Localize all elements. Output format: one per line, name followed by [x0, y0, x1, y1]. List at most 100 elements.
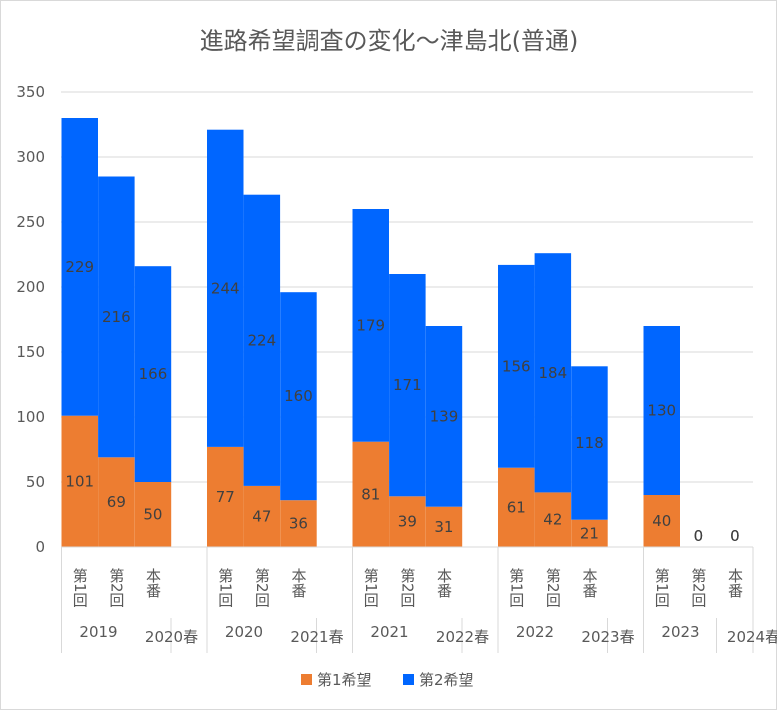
- y-tick-label: 100: [16, 408, 45, 426]
- bar-segment-first-choice: [98, 457, 135, 547]
- group-exam-label: 2020春: [145, 628, 198, 646]
- group-year-label: 2021: [370, 623, 408, 641]
- group-exam-label: 2023春: [581, 628, 634, 646]
- bar-segment-second-choice: [280, 292, 317, 501]
- bar-segment-first-choice: [643, 495, 680, 547]
- legend-swatch: [301, 674, 312, 685]
- bar-segment-first-choice: [425, 506, 463, 547]
- data-label-second-choice: 160: [284, 387, 313, 405]
- data-label-first-choice: 81: [361, 485, 380, 503]
- bar-segment-second-choice: [243, 194, 281, 486]
- data-label-first-choice: 0: [694, 527, 704, 545]
- data-label-second-choice: 229: [65, 258, 94, 276]
- data-label-second-choice: 166: [139, 365, 168, 383]
- data-labels: 101 229 69 216 50 166 77 244 47 224 36 160 81 179 39 17…: [65, 258, 739, 545]
- bar-segment-second-choice: [498, 264, 535, 468]
- x-category-label: 第2回: [544, 567, 562, 608]
- x-category-label: 第1回: [71, 567, 89, 608]
- group-year-label: 2023: [661, 623, 699, 641]
- data-label-first-choice: 77: [216, 488, 235, 506]
- legend-swatch: [403, 674, 414, 685]
- data-label-first-choice: 0: [730, 527, 740, 545]
- bar-segment-first-choice: [534, 492, 572, 547]
- x-category-label: 第1回: [362, 567, 380, 608]
- data-label-first-choice: 101: [65, 472, 94, 490]
- bar-segment-second-choice: [571, 366, 608, 520]
- x-category-label: 第2回: [253, 567, 271, 608]
- group-exam-label: 2021春: [290, 628, 343, 646]
- data-label-first-choice: 21: [580, 524, 599, 542]
- bar-segment-first-choice: [243, 485, 281, 547]
- y-tick-label: 250: [16, 213, 45, 231]
- x-category-label: 第2回: [689, 567, 707, 608]
- bar-segment-first-choice: [571, 519, 608, 547]
- chart-title: 進路希望調査の変化～津島北(普通): [200, 27, 579, 55]
- group-year-label: 2022: [516, 623, 554, 641]
- bar-segment-first-choice: [352, 441, 389, 547]
- bar-segment-first-choice: [134, 482, 172, 547]
- x-category-label: 本番: [435, 568, 453, 598]
- x-category-label: 本番: [289, 568, 307, 598]
- group-exam-label: 2024春: [727, 628, 777, 646]
- bar-segment-second-choice: [352, 209, 389, 442]
- bar-segment-first-choice: [61, 415, 98, 547]
- bar-segment-first-choice: [498, 467, 535, 547]
- bar-segment-second-choice: [98, 176, 135, 458]
- data-label-second-choice: 224: [248, 331, 277, 349]
- bar-segment-second-choice: [534, 253, 572, 493]
- group-exam-label: 2022春: [436, 628, 489, 646]
- bar-segment-second-choice: [134, 266, 172, 482]
- y-tick-label: 200: [16, 278, 45, 296]
- x-category-label: 第1回: [216, 567, 234, 608]
- data-label-first-choice: 69: [107, 493, 126, 511]
- data-label-first-choice: 39: [398, 513, 417, 531]
- legend-label: 第2希望: [419, 671, 474, 689]
- bar-segment-second-choice: [425, 326, 463, 507]
- bar-segment-first-choice: [207, 446, 244, 547]
- data-label-first-choice: 36: [289, 515, 308, 533]
- bar-segment-second-choice: [389, 274, 426, 497]
- y-tick-label: 50: [26, 473, 45, 491]
- x-category-label: 本番: [144, 568, 162, 598]
- x-category-label: 第2回: [398, 567, 416, 608]
- x-category-label: 本番: [726, 568, 744, 598]
- data-label-second-choice: 0: [730, 527, 740, 545]
- bar-segment-second-choice: [643, 326, 680, 495]
- group-year-label: 2020: [225, 623, 263, 641]
- data-label-second-choice: 156: [502, 357, 531, 375]
- data-label-second-choice: 139: [430, 407, 459, 425]
- data-label-first-choice: 47: [252, 507, 271, 525]
- y-tick-label: 150: [16, 343, 45, 361]
- data-label-second-choice: 184: [539, 364, 568, 382]
- bars: [61, 118, 680, 547]
- y-tick-label: 0: [35, 538, 45, 556]
- data-label-second-choice: 216: [102, 308, 131, 326]
- data-label-first-choice: 61: [507, 498, 526, 516]
- x-category-label: 第2回: [107, 567, 125, 608]
- y-tick-label: 350: [16, 83, 45, 101]
- legend-label: 第1希望: [317, 671, 372, 689]
- bar-segment-second-choice: [207, 129, 244, 447]
- data-label-first-choice: 50: [143, 506, 162, 524]
- data-label-second-choice: 179: [356, 316, 385, 334]
- data-label-first-choice: 40: [652, 512, 671, 530]
- x-category-label: 第1回: [507, 567, 525, 608]
- x-category-label: 本番: [580, 568, 598, 598]
- data-label-second-choice: 0: [694, 527, 704, 545]
- bar-segment-second-choice: [61, 118, 98, 416]
- x-category-label: 第1回: [653, 567, 671, 608]
- group-year-label: 2019: [79, 623, 117, 641]
- data-label-second-choice: 244: [211, 279, 240, 297]
- data-label-first-choice: 42: [543, 511, 562, 529]
- legend: 第1希望 第2希望: [301, 671, 474, 689]
- data-label-second-choice: 118: [575, 434, 604, 452]
- bar-segment-first-choice: [280, 500, 317, 547]
- data-label-second-choice: 171: [393, 376, 422, 394]
- bar-segment-first-choice: [389, 496, 426, 547]
- data-label-first-choice: 31: [434, 518, 453, 536]
- y-tick-label: 300: [16, 148, 45, 166]
- data-label-second-choice: 130: [647, 402, 676, 420]
